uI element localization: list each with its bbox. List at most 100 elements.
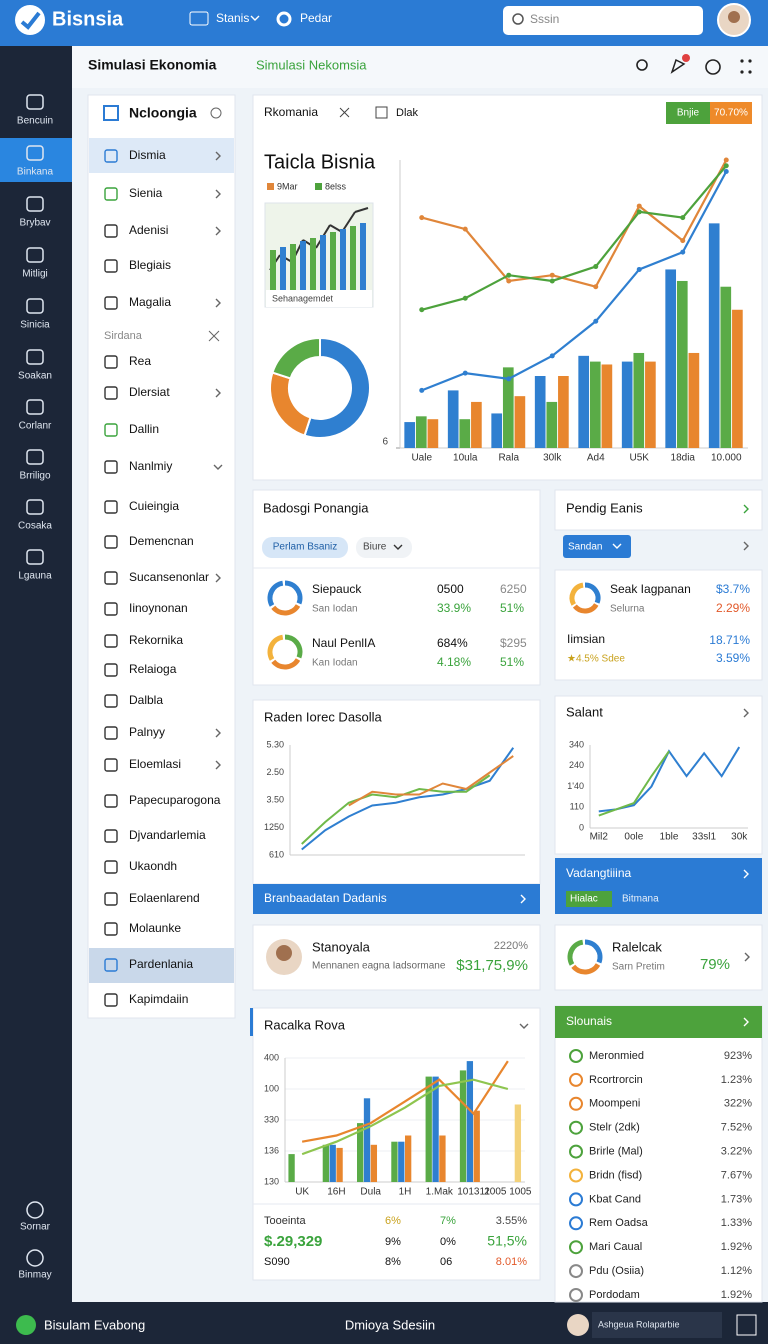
sidebar-icon[interactable]: [26, 196, 44, 212]
list-item[interactable]: Mari Caual: [589, 1241, 642, 1253]
badge[interactable]: [666, 102, 710, 124]
menu-item[interactable]: Rekornika: [129, 633, 183, 647]
chevron[interactable]: [213, 464, 223, 470]
menu-item[interactable]: Dallin: [129, 422, 159, 436]
sidebar-item[interactable]: Lgauna: [18, 571, 52, 582]
filter-pill[interactable]: [563, 535, 631, 558]
bell-icon[interactable]: [670, 58, 686, 74]
chevron[interactable]: [215, 151, 221, 161]
sidebar-item[interactable]: Cosaka: [18, 521, 52, 532]
chevron[interactable]: [612, 543, 622, 549]
menu-item[interactable]: Dlersiat: [129, 385, 170, 399]
badge[interactable]: [710, 102, 752, 124]
sidebar-item[interactable]: Binkana: [17, 167, 54, 178]
sidebar-icon[interactable]: [26, 145, 44, 161]
sidebar-icon[interactable]: [26, 247, 44, 263]
sidebar-item[interactable]: Brybav: [19, 218, 50, 229]
chevron[interactable]: [743, 869, 749, 879]
settings-icon[interactable]: [705, 59, 721, 75]
chevron[interactable]: [520, 894, 526, 904]
menu-item[interactable]: Pardenlania: [129, 957, 193, 971]
list-item[interactable]: Rem Oadsa: [589, 1217, 649, 1229]
menu-item[interactable]: Cuieingia: [129, 499, 179, 513]
list-item[interactable]: Meronmied: [589, 1050, 644, 1062]
sidebar-icon[interactable]: [26, 1249, 44, 1267]
tab[interactable]: Dlak: [396, 107, 419, 119]
menu-item[interactable]: Dismia: [129, 148, 166, 162]
sidebar-item[interactable]: Brriligo: [19, 471, 51, 482]
chevron[interactable]: [743, 708, 749, 718]
chevron[interactable]: [215, 760, 221, 770]
user-chip[interactable]: [592, 1312, 722, 1338]
search-box[interactable]: [503, 6, 703, 35]
menu-item[interactable]: Adenisi: [129, 223, 168, 237]
list-item[interactable]: Brirle (Mal): [589, 1146, 643, 1158]
menu-item[interactable]: Nanlmiy: [129, 459, 172, 473]
checkbox[interactable]: [375, 106, 388, 119]
chevron[interactable]: [215, 226, 221, 236]
menu-item[interactable]: Demencnan: [129, 534, 194, 548]
chevron[interactable]: [393, 544, 403, 550]
menu-item[interactable]: Rea: [129, 354, 151, 368]
search-icon[interactable]: [210, 107, 222, 119]
chevron[interactable]: [743, 504, 749, 514]
list-item[interactable]: Kbat Cand: [589, 1193, 641, 1205]
menu-item[interactable]: Dalbla: [129, 693, 163, 707]
sidebar-item[interactable]: Mitligi: [22, 269, 48, 280]
menu-item[interactable]: Eloemlasi: [129, 757, 181, 771]
list-item[interactable]: Pordodam: [589, 1289, 640, 1301]
sidebar-item[interactable]: Bencuin: [17, 116, 53, 127]
chevron[interactable]: [215, 189, 221, 199]
sidebar-icon[interactable]: [26, 1201, 44, 1219]
chevron[interactable]: [215, 573, 221, 583]
list-item[interactable]: Pdu (Osiia): [589, 1265, 644, 1277]
tab[interactable]: Rkomania: [264, 105, 318, 119]
list-item[interactable]: Moompeni: [589, 1098, 640, 1110]
menu-item[interactable]: Papecuparogona: [129, 793, 221, 807]
filter-pill[interactable]: [356, 537, 412, 558]
menu-item[interactable]: Sucansenonlar: [129, 570, 209, 584]
menu-item[interactable]: Eolaenlarend: [129, 891, 200, 905]
menu-item[interactable]: Magalia: [129, 295, 171, 309]
chevron[interactable]: [743, 1017, 749, 1027]
menu-item[interactable]: Ukaondh: [129, 859, 177, 873]
search-icon[interactable]: [636, 59, 648, 71]
chevron[interactable]: [743, 541, 749, 551]
sidebar-icon[interactable]: [26, 399, 44, 415]
exit-icon[interactable]: [736, 1314, 757, 1336]
sidebar-item[interactable]: Soakan: [18, 371, 52, 382]
sidebar-icon[interactable]: [26, 499, 44, 515]
close-icon[interactable]: [208, 330, 220, 342]
sidebar-item[interactable]: Binmay: [18, 1270, 51, 1281]
chevron[interactable]: [215, 298, 221, 308]
chevron[interactable]: [215, 388, 221, 398]
sidebar-icon[interactable]: [26, 94, 44, 110]
menu-item[interactable]: Relaioga: [129, 662, 177, 676]
chevron[interactable]: [744, 952, 750, 962]
list-item[interactable]: Stelr (2dk): [589, 1122, 640, 1134]
menu-item[interactable]: Kapimdaiin: [129, 992, 188, 1006]
close-icon[interactable]: [339, 107, 350, 118]
menu-item[interactable]: Djvandarlemia: [129, 828, 206, 842]
sidebar-icon[interactable]: [26, 449, 44, 465]
sidebar-item[interactable]: Corlanr: [19, 421, 52, 432]
menu-item[interactable]: Sienia: [129, 186, 163, 200]
chevron[interactable]: [519, 1023, 529, 1029]
menu-item[interactable]: Blegiais: [129, 258, 171, 272]
nav-item[interactable]: Pedar: [300, 11, 332, 25]
sidebar-icon[interactable]: [26, 298, 44, 314]
sidebar-icon[interactable]: [26, 549, 44, 565]
sidebar-icon[interactable]: [26, 349, 44, 365]
nav-item[interactable]: Stanis: [216, 11, 249, 25]
menu-item[interactable]: Molaunke: [129, 921, 181, 935]
menu-item[interactable]: Palnyy: [129, 725, 165, 739]
more-icon[interactable]: [740, 59, 752, 74]
sidebar-item[interactable]: Sinicia: [20, 320, 50, 331]
chevron[interactable]: [250, 15, 260, 21]
chevron[interactable]: [215, 728, 221, 738]
menu-item[interactable]: Iinoynonan: [129, 601, 188, 615]
banner[interactable]: [253, 884, 540, 914]
list-item[interactable]: Bridn (fisd): [589, 1169, 642, 1181]
list-item[interactable]: Rcortrorcin: [589, 1074, 643, 1086]
filter-pill[interactable]: [262, 537, 348, 558]
